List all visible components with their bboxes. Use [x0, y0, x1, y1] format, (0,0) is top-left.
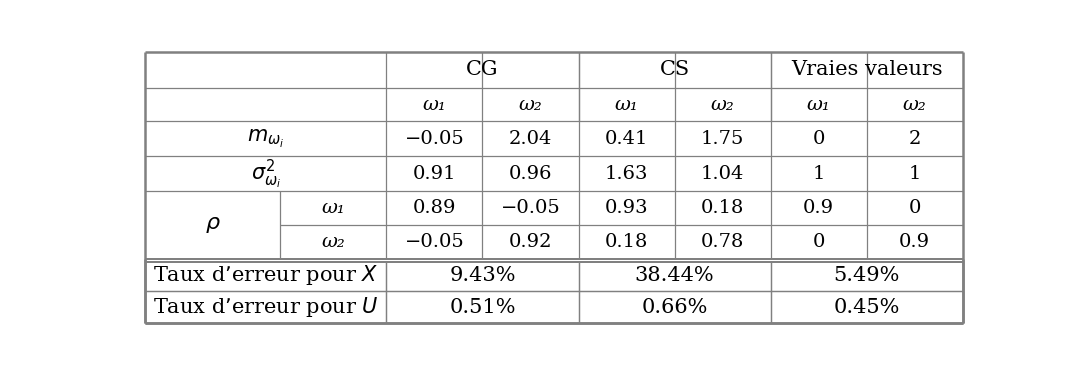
Text: $\rho$: $\rho$: [204, 215, 221, 235]
Text: 0.9: 0.9: [899, 233, 931, 251]
Bar: [145, 291, 963, 323]
Text: 1.75: 1.75: [700, 129, 745, 148]
Text: −0.05: −0.05: [404, 233, 465, 251]
Text: Vraies valeurs: Vraies valeurs: [791, 60, 943, 79]
Text: 5.49%: 5.49%: [833, 266, 900, 285]
Text: ω₁: ω₁: [806, 96, 830, 114]
Text: 9.43%: 9.43%: [450, 266, 516, 285]
Text: 0: 0: [813, 129, 825, 148]
Text: 0.78: 0.78: [700, 233, 745, 251]
Text: $\sigma^2_{\omega_i}$: $\sigma^2_{\omega_i}$: [251, 157, 281, 191]
Text: 2: 2: [909, 129, 921, 148]
Text: 0.92: 0.92: [509, 233, 552, 251]
Text: ω₁: ω₁: [615, 96, 639, 114]
Text: ω₂: ω₂: [903, 96, 926, 114]
Text: 0.91: 0.91: [413, 165, 456, 183]
Bar: [145, 259, 963, 291]
Text: CS: CS: [659, 60, 690, 79]
Text: 0.18: 0.18: [605, 233, 649, 251]
Text: ω₁: ω₁: [423, 96, 446, 114]
Text: Taux d’erreur pour $U$: Taux d’erreur pour $U$: [152, 295, 378, 319]
Text: 0.93: 0.93: [604, 199, 649, 217]
Text: ω₂: ω₂: [711, 96, 734, 114]
Text: 2.04: 2.04: [509, 129, 552, 148]
Text: 0.41: 0.41: [605, 129, 649, 148]
Text: ω₂: ω₂: [321, 233, 345, 251]
Text: 0.45%: 0.45%: [833, 298, 900, 317]
Text: 0.51%: 0.51%: [450, 298, 516, 317]
Text: ω₁: ω₁: [321, 199, 345, 217]
Text: 1: 1: [909, 165, 921, 183]
Text: −0.05: −0.05: [404, 129, 465, 148]
Text: 1.04: 1.04: [700, 165, 745, 183]
Text: CG: CG: [466, 60, 498, 79]
Text: 38.44%: 38.44%: [635, 266, 715, 285]
Text: 0.9: 0.9: [803, 199, 835, 217]
Text: 0: 0: [909, 199, 921, 217]
Text: 1.63: 1.63: [605, 165, 649, 183]
Text: 0.18: 0.18: [700, 199, 745, 217]
Text: −0.05: −0.05: [501, 199, 560, 217]
Text: 1: 1: [813, 165, 825, 183]
Text: 0: 0: [813, 233, 825, 251]
Text: Taux d’erreur pour $X$: Taux d’erreur pour $X$: [154, 263, 378, 287]
Text: 0.89: 0.89: [413, 199, 456, 217]
Text: 0.66%: 0.66%: [641, 298, 708, 317]
Text: ω₂: ω₂: [519, 96, 543, 114]
Text: $m_{\omega_i}$: $m_{\omega_i}$: [248, 128, 284, 150]
Text: 0.96: 0.96: [509, 165, 552, 183]
